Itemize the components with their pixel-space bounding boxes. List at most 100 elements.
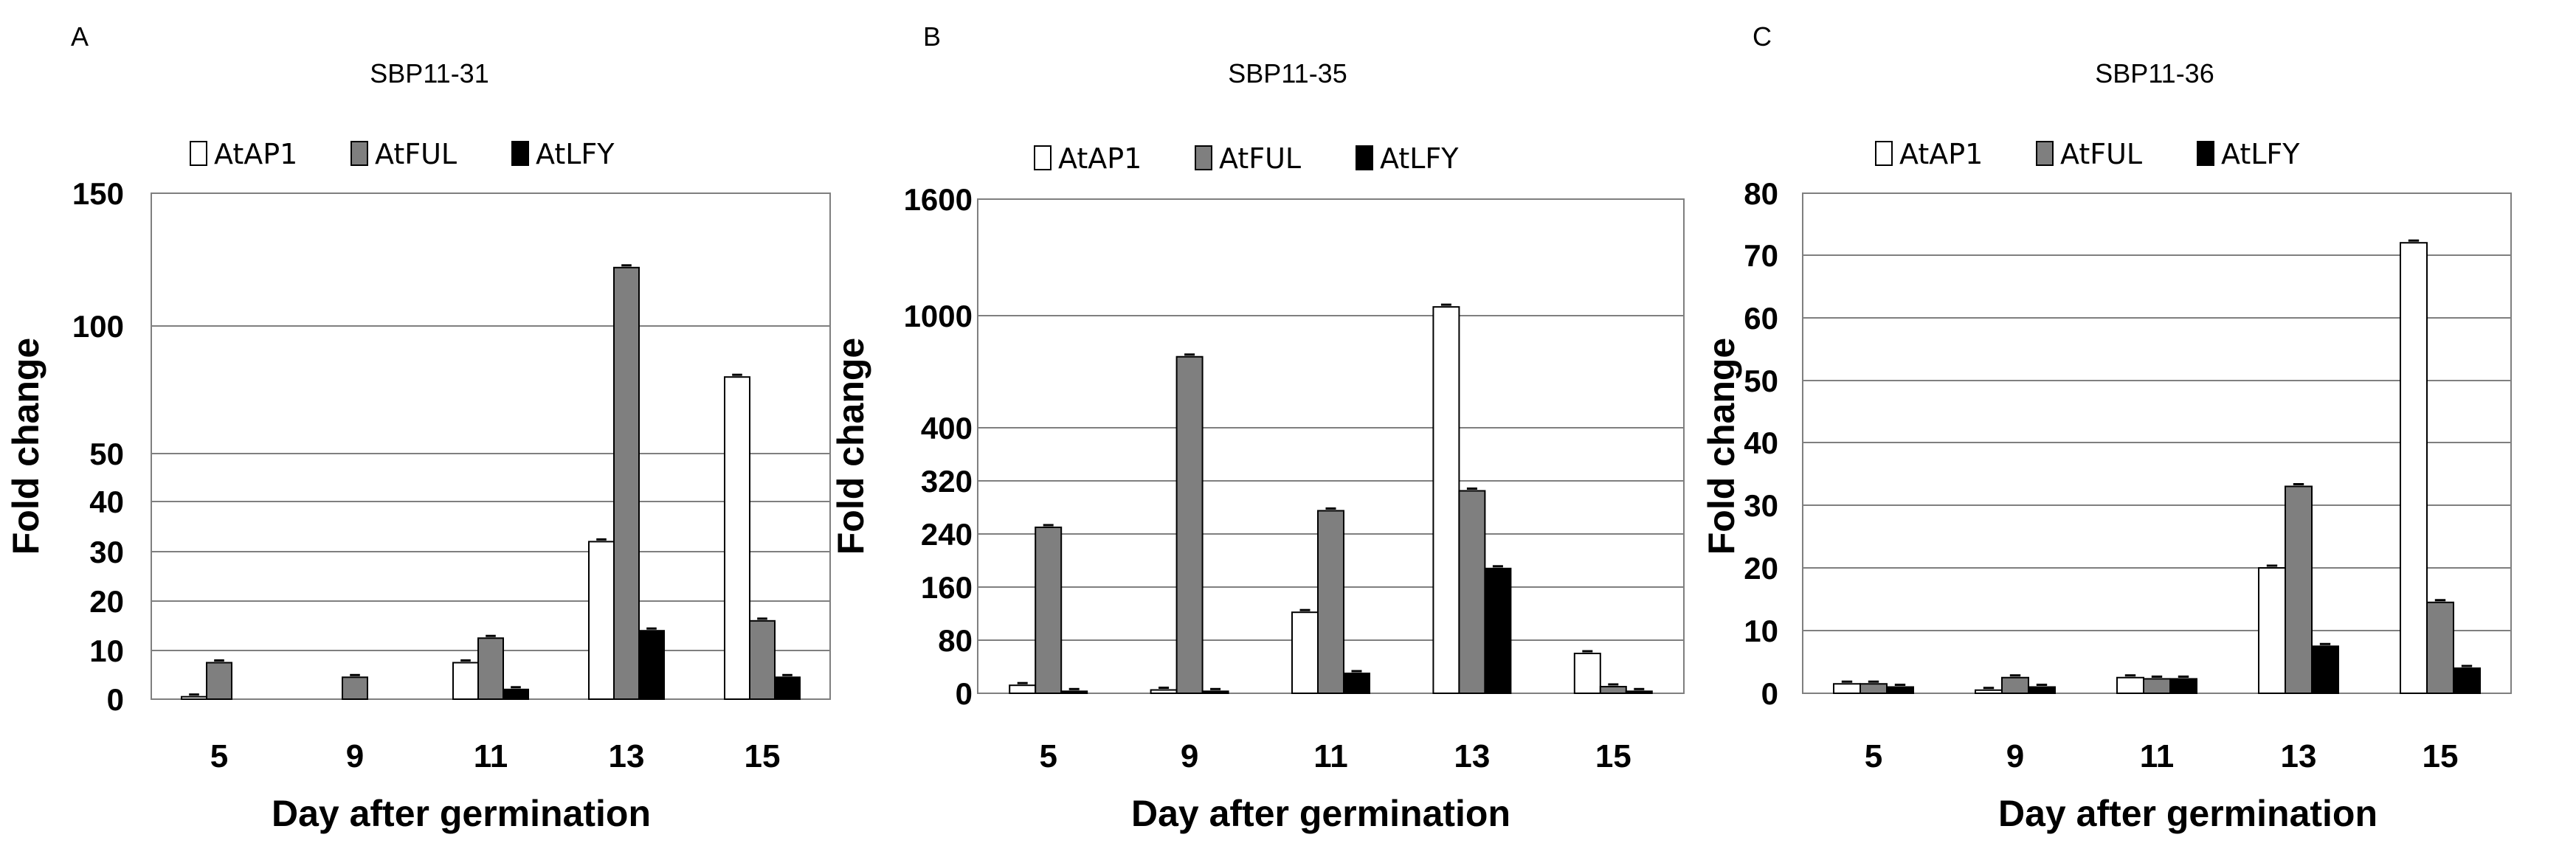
bar-atlfy-day-15 [1625, 690, 1653, 694]
legend-label-atlfy: AtLFY [2221, 138, 2300, 170]
bar-atap1-day-11 [2116, 676, 2144, 694]
bar-atap1-day-15 [1573, 653, 1601, 694]
y-tick-label: 160 [921, 570, 973, 605]
y-tick-label: 100 [72, 309, 124, 344]
x-tick-label: 9 [1181, 738, 1198, 774]
bar-atlfy-day-13 [638, 630, 665, 701]
legend-swatch-atful [351, 141, 368, 166]
panel-letter: C [1753, 21, 1772, 52]
chart-panel-b: B SBP11-35 0 80 160 240 320 400 1000 1600 5 9 11 13 15… [830, 21, 1685, 834]
legend-swatch-atap1 [190, 141, 207, 166]
y-tick-label: 40 [1744, 426, 1778, 460]
y-tick-label: 70 [1744, 238, 1778, 273]
legend-label-atful: AtFUL [375, 138, 457, 170]
x-tick-label: 5 [1865, 738, 1882, 774]
legend: AtAP1 AtFUL AtLFY [190, 138, 615, 170]
x-tick-label: 5 [210, 738, 228, 774]
bar-atful-day-15 [749, 620, 776, 700]
bar-atap1-day-9 [1150, 689, 1178, 694]
x-tick-label: 11 [474, 738, 508, 774]
y-tick-label: 1600 [904, 182, 973, 217]
y-axis-title: Fold change [1701, 338, 1742, 555]
y-tick-label: 30 [1744, 488, 1778, 523]
y-tick-label: 80 [1744, 176, 1778, 211]
bar-atap1-day-11 [1291, 611, 1319, 695]
bar-atlfy-day-13 [2311, 645, 2339, 694]
bar-atful-day-9 [342, 676, 368, 700]
x-tick-label: 11 [2140, 738, 2175, 774]
x-tick-label: 15 [745, 738, 781, 774]
legend: AtAP1 AtFUL AtLFY [1034, 142, 1459, 175]
bar-atful-day-11 [477, 637, 504, 700]
legend-swatch-atlfy [1356, 145, 1373, 170]
legend-label-atful: AtFUL [1219, 142, 1301, 175]
y-tick-label: 10 [1744, 614, 1778, 648]
bar-atap1-day-9 [1975, 689, 2003, 694]
y-tick-label: 10 [89, 634, 124, 668]
legend-label-atful: AtFUL [2060, 138, 2142, 170]
y-tick-label: 30 [89, 535, 124, 569]
legend-swatch-atlfy [511, 141, 529, 166]
chart-title: SBP11-35 [1228, 58, 1347, 89]
bar-atap1-day-15 [724, 376, 750, 700]
bar-atful-day-11 [2143, 678, 2171, 695]
y-tick-label: 0 [1761, 676, 1778, 711]
legend-swatch-atful [1195, 145, 1212, 170]
bar-atful-day-13 [1458, 490, 1486, 694]
x-axis-title: Day after germination [1998, 793, 2378, 834]
y-tick-label: 150 [72, 176, 124, 211]
x-tick-label: 9 [2006, 738, 2024, 774]
y-tick-label: 0 [107, 682, 124, 717]
y-tick-label: 320 [921, 464, 973, 499]
bar-atap1-day-11 [452, 662, 479, 700]
bar-atful-day-5 [206, 662, 232, 700]
bar-atap1-day-5 [181, 695, 207, 701]
bar-atful-day-13 [613, 266, 640, 700]
y-tick-label: 20 [1744, 551, 1778, 586]
bar-atlfy-day-11 [2169, 678, 2197, 695]
x-tick-label: 13 [609, 738, 645, 774]
bar-atful-day-11 [1317, 510, 1344, 694]
bar-atlfy-day-11 [503, 688, 529, 700]
legend-swatch-atap1 [1034, 145, 1052, 170]
bar-atful-day-9 [1175, 355, 1204, 694]
bar-atlfy-day-13 [1484, 567, 1512, 694]
chart-panel-c: C SBP11-36 0 10 20 30 40 50 60 70 80 5 9 11 13 15 Day af… [1701, 21, 2512, 834]
y-tick-label: 240 [921, 517, 973, 552]
legend-swatch-atful [2036, 141, 2054, 166]
y-axis-title: Fold change [830, 338, 871, 555]
y-tick-label: 60 [1744, 301, 1778, 336]
x-tick-label: 15 [1595, 738, 1631, 774]
legend-swatch-atap1 [1875, 141, 1893, 166]
x-tick-label: 5 [1039, 738, 1057, 774]
y-tick-label: 20 [89, 584, 124, 619]
bar-atlfy-day-15 [2453, 667, 2481, 694]
y-tick-label: 50 [89, 437, 124, 471]
chart-title: SBP11-31 [370, 58, 488, 89]
chart-title: SBP11-36 [2095, 58, 2214, 89]
y-tick-label: 1000 [904, 299, 973, 333]
bar-atful-day-15 [2426, 601, 2454, 694]
y-tick-label: 40 [89, 485, 124, 519]
x-tick-label: 11 [1313, 738, 1348, 774]
y-axis-title: Fold change [5, 338, 46, 555]
legend-label-atap1: AtAP1 [1899, 138, 1983, 170]
y-tick-label: 50 [1744, 364, 1778, 398]
legend-swatch-atlfy [2197, 141, 2214, 166]
x-tick-label: 15 [2423, 738, 2459, 774]
x-tick-label: 13 [1454, 738, 1490, 774]
bar-atlfy-day-15 [774, 676, 801, 700]
bar-atap1-day-5 [1009, 684, 1037, 695]
bar-atful-day-15 [1599, 686, 1627, 694]
y-tick-label: 80 [938, 623, 973, 658]
legend-label-atap1: AtAP1 [214, 138, 297, 170]
legend-label-atlfy: AtLFY [536, 138, 615, 170]
bar-atap1-day-5 [1833, 683, 1861, 694]
bar-atap1-day-15 [2400, 242, 2428, 694]
x-tick-label: 9 [346, 738, 364, 774]
bar-atful-day-9 [2001, 676, 2029, 694]
bar-atful-day-5 [1035, 527, 1063, 694]
y-tick-label: 400 [921, 411, 973, 445]
bar-atlfy-day-9 [2028, 686, 2056, 694]
